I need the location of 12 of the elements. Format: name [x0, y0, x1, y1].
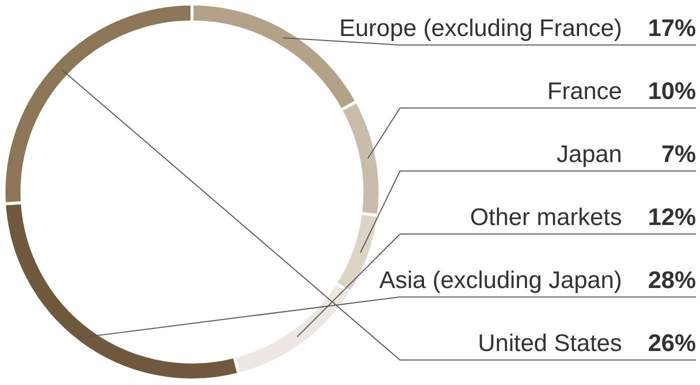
slice-label: Europe (excluding France)	[339, 15, 622, 42]
data-label: 26%	[648, 330, 696, 357]
data-label: 7%	[661, 141, 696, 168]
slice-label: United States	[478, 330, 622, 357]
slice-label: Japan	[556, 141, 622, 168]
slice-label: Other markets	[470, 204, 622, 231]
data-label: 10%	[648, 78, 696, 105]
slice-label: France	[547, 78, 622, 105]
data-label: 17%	[648, 15, 696, 42]
data-label: 12%	[648, 204, 696, 231]
slice-label: Asia (excluding Japan)	[379, 267, 622, 294]
data-label: 28%	[648, 267, 696, 294]
